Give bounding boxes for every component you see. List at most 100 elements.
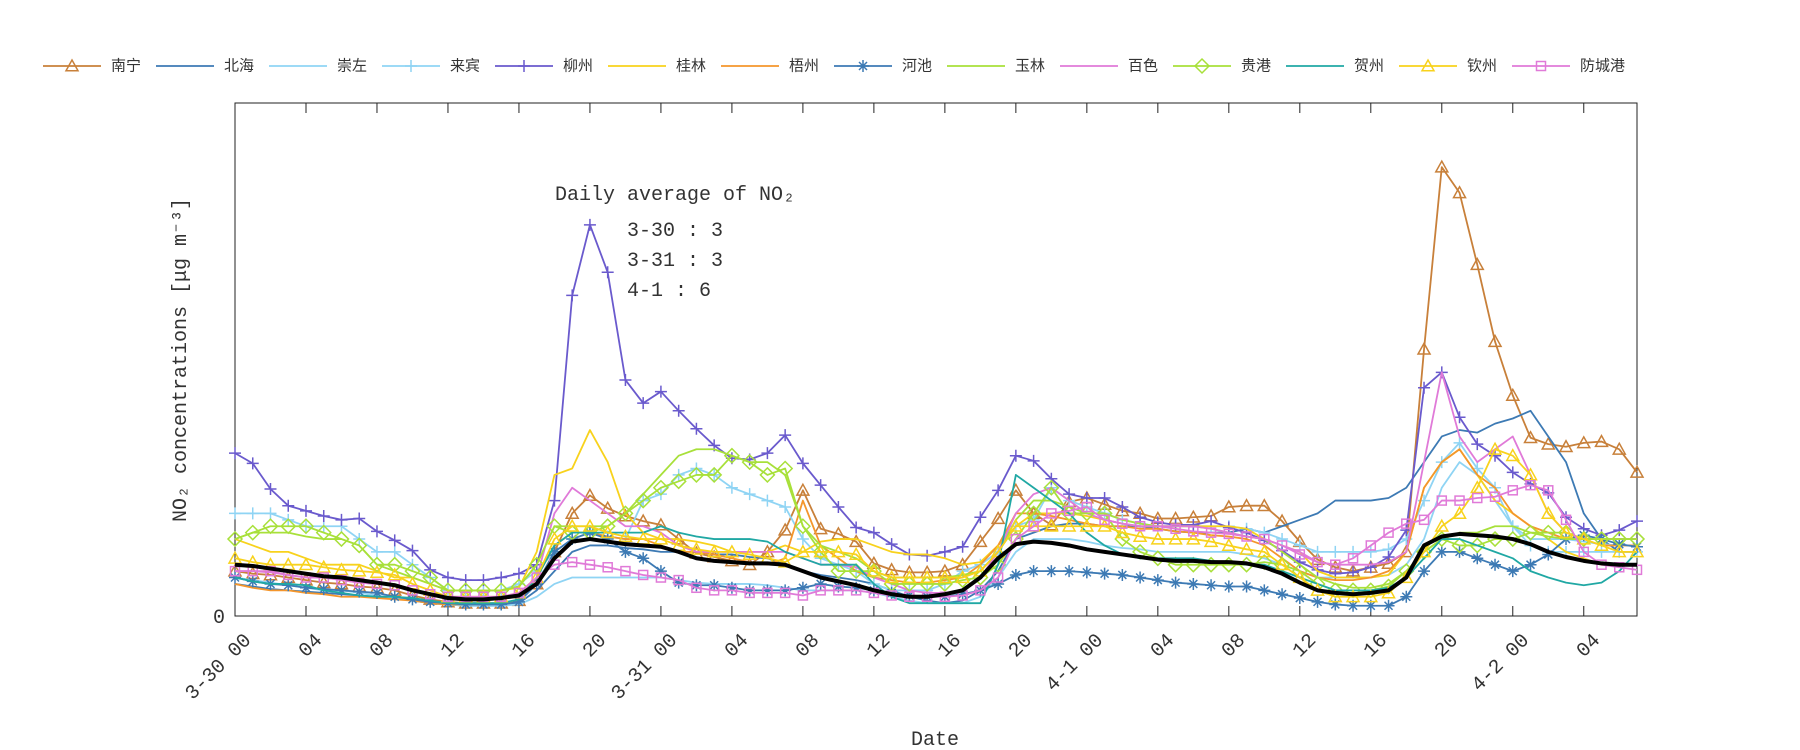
marker [1187,518,1200,531]
legend-label: 北海 [224,57,254,75]
x-tick-label: 12 [863,630,896,663]
marker [938,545,951,558]
marker [1186,531,1201,545]
marker [706,544,722,558]
marker [724,544,740,558]
marker [1611,544,1627,558]
marker [814,577,827,590]
marker [1063,505,1075,517]
marker [566,556,578,568]
marker [1434,159,1450,173]
marker [441,571,454,584]
marker [690,422,703,435]
marker [1540,505,1556,519]
x-tick-label: 20 [1005,630,1038,663]
legend-item: 钦州 [1399,57,1497,75]
marker [619,545,632,558]
marker [582,518,598,532]
marker [812,543,829,560]
marker [297,518,315,535]
marker [495,571,508,584]
legend-item: 崇左 [269,57,367,75]
marker [1027,565,1040,578]
marker [1151,574,1164,587]
marker [335,513,348,526]
marker [779,429,792,442]
marker [833,585,844,596]
marker [583,218,596,231]
marker [653,517,669,531]
marker [1578,546,1590,558]
marker [617,505,634,522]
marker [1418,565,1431,578]
marker [282,499,295,512]
x-tick-label: 08 [792,630,825,663]
marker [990,510,1006,525]
x-tick-label: 04 [295,630,328,663]
annotation-title: Daily average of NO₂ [555,184,795,207]
marker [1451,537,1468,554]
marker [264,507,277,520]
marker [282,579,295,592]
marker [1505,448,1521,462]
marker [884,562,899,576]
legend-item: 玉林 [947,57,1045,75]
marker [246,457,259,470]
marker [1487,441,1503,455]
marker [547,531,562,545]
marker [299,581,312,594]
marker [691,582,702,594]
marker [1134,520,1146,532]
marker [1523,467,1538,481]
marker [512,595,525,608]
marker [1540,524,1557,541]
legend-marker [857,60,869,72]
marker [956,540,969,553]
legend-item: 贺州 [1286,57,1384,75]
marker [1434,518,1450,532]
marker [406,544,419,557]
marker [866,563,882,577]
marker [317,509,330,522]
marker [779,584,792,597]
marker [1043,479,1060,496]
legend-label: 河池 [902,57,932,75]
marker [1150,531,1166,545]
marker [353,512,366,525]
marker [315,524,332,541]
marker [1276,540,1288,551]
marker [1364,599,1377,612]
marker [672,576,685,589]
marker [796,457,809,470]
marker [1523,430,1538,444]
marker [424,595,437,608]
legend: 南宁 北海 崇左 来宾 柳州 桂林 梧州 河池 玉林 百色 贵港 贺州 钦州 防城港 [43,57,1625,75]
marker [1557,524,1575,541]
marker [1489,449,1502,462]
marker [601,266,614,279]
marker [1188,526,1199,537]
marker [1436,495,1448,506]
marker [779,587,791,599]
marker [1312,556,1323,568]
marker [1257,544,1272,558]
series-line [234,448,1637,606]
marker [635,492,652,509]
marker [548,545,561,558]
marker [1117,518,1128,529]
marker [867,526,880,539]
marker [1365,540,1377,551]
marker [1330,559,1341,570]
marker [885,538,898,551]
marker [1507,485,1519,496]
marker [1115,525,1130,539]
legend-marker [518,60,530,72]
marker [1028,520,1039,532]
x-tick-label: 04 [721,630,754,663]
marker [1613,524,1626,537]
marker [1364,545,1377,558]
marker [227,550,243,564]
marker [1276,588,1289,601]
marker [1329,598,1342,611]
marker [1611,441,1627,455]
